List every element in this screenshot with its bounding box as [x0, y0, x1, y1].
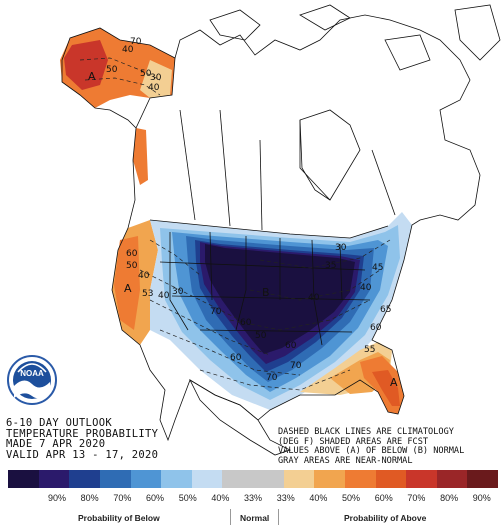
outlook-title-block: 6-10 DAY OUTLOOK TEMPERATURE PROBABILITY… — [6, 418, 266, 460]
central-below-marker: B — [262, 286, 270, 299]
legend-swatch — [253, 470, 284, 488]
contour-label: 50 — [140, 69, 152, 79]
below-caption: Probability of Below — [78, 513, 160, 523]
pnw-above-region — [133, 128, 148, 185]
legend-percent-label: 50% — [178, 493, 197, 503]
legend-swatch — [99, 470, 131, 488]
contour-label: 40 — [122, 45, 134, 55]
contour-label: 50 — [126, 261, 138, 271]
legend-percent-spacer — [8, 493, 41, 503]
legend-percent-label: 50% — [342, 493, 361, 503]
contour-label: 60 — [126, 249, 138, 259]
legend-percent-label: 60% — [146, 493, 165, 503]
contour-label: 70 — [130, 37, 142, 47]
legend-swatch — [191, 470, 223, 488]
legend-percent-label: 60% — [374, 493, 393, 503]
contour-label: 50 — [255, 331, 267, 341]
legend-swatch — [69, 470, 100, 488]
contour-label: 35 — [325, 261, 336, 271]
above-caption: Probability of Above — [344, 513, 427, 523]
legend-percent-label: 70% — [407, 493, 426, 503]
contour-label: 70 — [210, 307, 222, 317]
legend-swatch — [314, 470, 345, 488]
legend-swatch — [130, 470, 162, 488]
noaa-logo: NOAA — [7, 355, 57, 405]
note-line: (DEG F) SHADED AREAS ARE FCST — [278, 436, 429, 447]
note-line: VALUES ABOVE (A) OF BELOW (B) NORMAL — [278, 446, 465, 457]
legend-swatch — [38, 470, 70, 488]
title-line: MADE 7 APR 2020 — [6, 438, 106, 450]
contour-label: 30 — [172, 287, 184, 297]
legend-percent-row: 90% 80% 70% 60% 50% 40% 33% 33% 40% 50% 60% 70% 80% 9… — [8, 493, 498, 503]
temperature-probability-map: 50 40 70 50 30 40 60 50 40 53 40 30 70 6… — [7, 4, 501, 456]
legend-swatch — [8, 470, 39, 488]
alaska-above-light — [140, 60, 172, 98]
contour-label: 70 — [290, 361, 302, 371]
west-above-marker: A — [124, 282, 132, 295]
legend-percent-label: 33% — [276, 493, 295, 503]
climatology-contours — [79, 57, 391, 391]
noaa-logo-text: NOAA — [20, 369, 44, 378]
title-line: VALID APR 13 - 17, 2020 — [6, 448, 159, 461]
florida-above-marker: A — [390, 376, 398, 389]
contour-label: 70 — [266, 373, 278, 383]
legend-divider — [230, 509, 231, 525]
contour-labels: 50 40 70 50 30 40 60 50 40 53 40 30 70 6… — [106, 37, 391, 383]
legend-swatch — [375, 470, 407, 488]
contour-label: 50 — [106, 65, 118, 75]
title-line: TEMPERATURE PROBABILITY — [6, 427, 159, 440]
contour-label: 53 — [142, 289, 153, 299]
contour-label: 60 — [370, 323, 382, 333]
contour-label: 30 — [335, 243, 347, 253]
contour-label: 40 — [308, 293, 320, 303]
contour-label: 30 — [150, 73, 162, 83]
legend-swatch — [406, 470, 437, 488]
legend-swatch-row — [8, 470, 498, 488]
note-line: GRAY AREAS ARE NEAR-NORMAL — [278, 455, 413, 466]
west-above-core — [114, 236, 140, 330]
legend-swatch — [222, 470, 253, 488]
legend-divider — [278, 509, 279, 525]
legend-percent-label: 40% — [211, 493, 230, 503]
contour-label: 40 — [360, 283, 372, 293]
legend-percent-label: 90% — [48, 493, 67, 503]
legend-swatch — [436, 470, 468, 488]
contour-label: 40 — [138, 271, 150, 281]
contour-label: 60 — [230, 353, 242, 363]
normal-caption: Normal — [240, 513, 270, 523]
legend-percent-label: 80% — [440, 493, 459, 503]
legend-percent-label: 80% — [80, 493, 99, 503]
legend-percent-label: 70% — [113, 493, 132, 503]
contour-label: 60 — [240, 318, 252, 328]
legend-percent-label: 40% — [309, 493, 328, 503]
florida-above-core — [372, 370, 400, 406]
probability-legend: 90% 80% 70% 60% 50% 40% 33% 33% 40% 50% 60% 70% 80% 9… — [8, 470, 498, 530]
legend-percent-label: 90% — [472, 493, 491, 503]
alaska-above-marker: A — [88, 70, 96, 83]
map-notes: DASHED BLACK LINES ARE CLIMATOLOGY (DEG … — [278, 427, 500, 466]
land-outlines — [61, 4, 501, 456]
note-line: DASHED BLACK LINES ARE CLIMATOLOGY — [278, 427, 454, 437]
contour-label: 55 — [364, 345, 375, 355]
contour-label: 60 — [285, 341, 297, 351]
legend-caption-row: Probability of Below Normal Probability … — [8, 507, 498, 525]
legend-swatch — [467, 470, 498, 488]
alaska-above-core — [64, 40, 108, 90]
legend-swatch — [283, 470, 315, 488]
contour-label: 65 — [380, 305, 391, 315]
legend-percent-label: 33% — [244, 493, 263, 503]
contour-label: 40 — [148, 83, 160, 93]
title-line: 6-10 DAY OUTLOOK — [6, 417, 112, 429]
legend-swatch — [344, 470, 376, 488]
contour-label: 45 — [372, 263, 383, 273]
legend-swatch — [161, 470, 192, 488]
contour-label: 40 — [158, 291, 170, 301]
